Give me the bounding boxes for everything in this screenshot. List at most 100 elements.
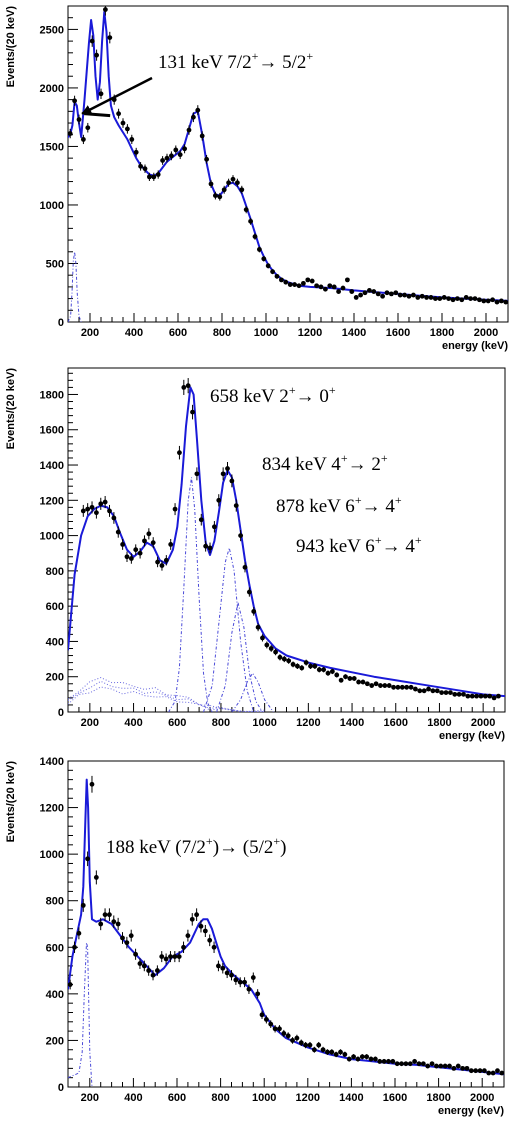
data-point [411, 292, 416, 298]
data-point [194, 908, 200, 922]
data-point [325, 1049, 330, 1055]
data-point [233, 499, 239, 512]
data-point [163, 555, 169, 566]
data-point [229, 970, 234, 981]
y-tick-label: 2500 [40, 24, 64, 36]
data-point [283, 279, 289, 285]
data-point [277, 654, 283, 661]
data-point [72, 95, 77, 106]
data-point [382, 683, 388, 688]
data-point [120, 538, 126, 550]
x-tick-label: 1800 [427, 717, 451, 729]
data-point [446, 296, 451, 301]
data-point [120, 118, 126, 128]
data-point [225, 462, 230, 476]
x-tick-label: 1600 [383, 1092, 407, 1104]
data-point [438, 1063, 444, 1069]
x-tick-label: 1200 [296, 1092, 320, 1104]
data-point [412, 1058, 418, 1064]
data-point [439, 690, 445, 695]
y-tick-label: 800 [46, 566, 64, 578]
y-tick-label: 0 [58, 707, 64, 719]
data-point [343, 674, 348, 680]
y-tick-label: 400 [46, 989, 64, 1001]
data-point [203, 540, 209, 552]
data-point [499, 298, 504, 304]
x-tick-label: 2000 [474, 327, 498, 339]
data-point [494, 299, 500, 305]
data-point [281, 656, 287, 663]
data-point [217, 192, 223, 201]
data-point [182, 144, 188, 154]
data-point [242, 562, 248, 573]
data-point [168, 538, 174, 550]
data-point [333, 1051, 339, 1058]
data-point [169, 151, 174, 161]
x-tick-label: 1600 [384, 717, 408, 729]
x-tick-label: 400 [125, 327, 143, 339]
y-tick-label: 0 [58, 317, 64, 329]
background-component-curve [68, 686, 265, 712]
data-point [469, 693, 475, 699]
data-point [362, 290, 368, 296]
data-point [102, 908, 108, 922]
data-point [287, 282, 293, 287]
y-tick-label: 1600 [40, 425, 64, 437]
chart-panel-1: 200 400 600 800 1000 1200 1400 1600 1800 2000 0 500… [5, 5, 509, 352]
x-tick-label: 1000 [252, 1092, 276, 1104]
data-point [94, 506, 99, 519]
data-point [213, 191, 218, 200]
data-point [185, 929, 191, 942]
data-point [424, 295, 429, 300]
fit-curve [68, 386, 505, 698]
data-point [503, 299, 508, 305]
data-point [311, 1046, 317, 1053]
data-point [202, 924, 208, 938]
data-point [220, 467, 226, 481]
data-point [261, 256, 267, 262]
data-point [237, 977, 243, 988]
data-point [264, 641, 270, 649]
data-point [434, 688, 440, 694]
x-tick-label: 1200 [296, 717, 320, 729]
data-point [251, 607, 257, 616]
data-point [211, 521, 217, 533]
y-axis-label: Events/(20 keV) [5, 761, 17, 843]
data-point [268, 1020, 274, 1028]
x-tick-label: 1600 [386, 327, 410, 339]
data-point [211, 941, 217, 953]
data-point [111, 915, 117, 928]
data-point [419, 293, 425, 299]
x-tick-label: 200 [81, 717, 99, 729]
y-tick-label: 1000 [40, 531, 64, 543]
data-point [163, 953, 169, 965]
data-point [371, 289, 377, 294]
data-point [491, 695, 497, 701]
data-point [485, 298, 491, 304]
data-point [224, 967, 230, 979]
data-point [154, 965, 160, 976]
data-point [460, 1065, 465, 1071]
component-peak-curve [68, 942, 93, 1087]
data-point [468, 296, 473, 301]
data-point [351, 676, 357, 681]
plot-area [68, 6, 508, 322]
x-tick-label: 400 [124, 1092, 142, 1104]
data-point [464, 1065, 470, 1071]
data-point [447, 1063, 452, 1069]
data-point [246, 984, 252, 994]
data-point [115, 917, 121, 931]
data-point [98, 88, 104, 99]
data-point [496, 693, 501, 699]
data-point [102, 495, 108, 509]
data-point [397, 292, 403, 298]
data-point [80, 898, 86, 912]
data-point [111, 512, 117, 524]
data-point [391, 684, 396, 690]
data-point [413, 686, 418, 692]
x-tick-label: 800 [213, 327, 231, 339]
data-point [239, 185, 245, 194]
data-point [336, 289, 341, 294]
data-point [128, 553, 134, 564]
y-tick-label: 200 [46, 1035, 64, 1047]
